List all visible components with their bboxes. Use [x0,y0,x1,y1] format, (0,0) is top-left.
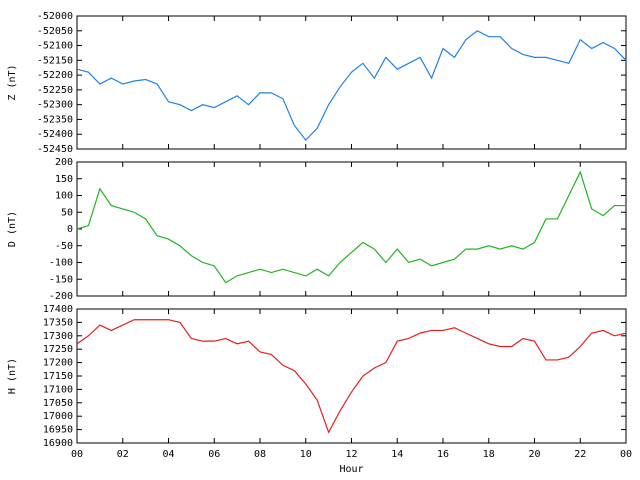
y-tick-label: -52200 [37,70,73,81]
x-tick-label: 02 [117,449,129,460]
y-tick-label: -52150 [37,55,73,66]
y-tick-label: 50 [61,207,73,218]
data-line [76,319,627,434]
y-tick-label: 16900 [43,438,73,449]
x-tick-label: 08 [254,449,266,460]
y-tick-label: 17000 [43,411,73,422]
y-tick-label: 17150 [43,371,73,382]
data-line [76,170,626,284]
y-tick-label: -52250 [37,85,73,96]
y-tick-label: -100 [49,258,73,269]
y-axis-label: D (nT) [7,211,18,247]
y-tick-label: -52400 [37,129,73,140]
y-tick-label: 17050 [43,398,73,409]
x-tick-label: 06 [208,449,220,460]
y-tick-label: -52000 [37,11,73,22]
y-tick-label: 17300 [43,331,73,342]
y-tick-label: 17400 [43,304,73,315]
y-tick-label: -52100 [37,41,73,52]
x-tick-label: 10 [300,449,312,460]
y-tick-label: 17250 [43,344,73,355]
y-tick-label: 16950 [43,425,73,436]
x-axis-label: Hour [339,464,363,475]
x-tick-label: 04 [162,449,174,460]
y-tick-label: 0 [67,224,73,235]
y-tick-label: 100 [55,191,73,202]
x-tick-label: 22 [574,449,586,460]
y-axis-label: Z (nT) [7,64,18,100]
x-tick-label: 20 [528,449,540,460]
x-tick-label: 12 [345,449,357,460]
y-tick-label: -52050 [37,26,73,37]
y-tick-label: -200 [49,291,73,302]
y-tick-label: 17200 [43,358,73,369]
y-tick-label: 150 [55,174,73,185]
x-tick-label: 14 [391,449,403,460]
y-tick-label: -50 [55,241,73,252]
y-tick-label: 200 [55,157,73,168]
x-tick-label: 00 [71,449,83,460]
data-line [76,30,627,142]
y-tick-label: -52350 [37,114,73,125]
x-tick-label: 16 [437,449,449,460]
plot-frame [76,161,627,297]
plot-frame [76,15,627,150]
plot-frame [76,308,627,444]
y-tick-label: -150 [49,274,73,285]
y-axis-label: H (nT) [7,358,18,394]
y-tick-label: -52450 [37,144,73,155]
y-tick-label: -52300 [37,100,73,111]
y-tick-label: 17100 [43,384,73,395]
x-tick-label: 18 [483,449,495,460]
x-tick-label: 00 [620,449,632,460]
y-tick-label: 17350 [43,317,73,328]
